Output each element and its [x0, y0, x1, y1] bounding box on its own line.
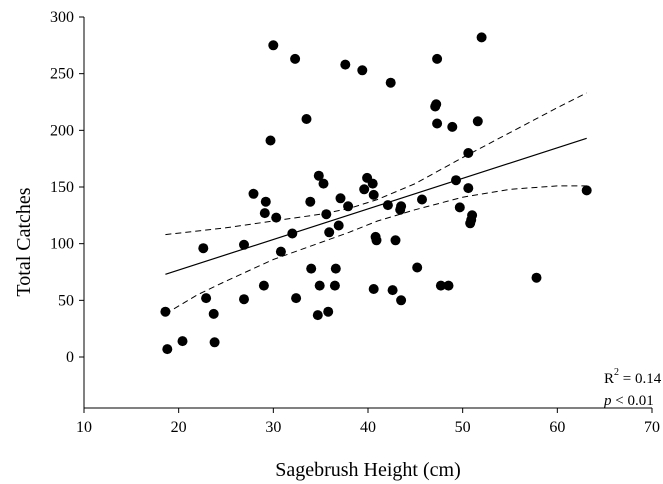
data-point [368, 189, 379, 200]
y-tick-label: 50 [58, 292, 74, 309]
data-point [367, 178, 378, 189]
x-tick-label: 30 [265, 419, 281, 436]
data-point [396, 201, 407, 212]
data-point [463, 183, 474, 194]
data-point [208, 308, 219, 319]
data-point [581, 185, 592, 196]
data-point [248, 188, 259, 199]
x-tick-label: 10 [76, 419, 92, 436]
x-axis-ticks: 10 20 30 40 50 60 70 [76, 408, 660, 436]
data-point [435, 280, 446, 291]
r-squared-annotation: R2 = 0.14 [604, 367, 662, 387]
y-axis-ticks: 0 50 100 150 200 250 300 [50, 9, 84, 366]
upper-confidence-band [165, 92, 587, 236]
data-point [324, 227, 335, 238]
regression-line [165, 137, 587, 275]
y-tick-label: 200 [50, 122, 74, 139]
x-axis-label: Sagebrush Height (cm) [275, 459, 461, 481]
data-point [198, 243, 209, 254]
data-point [382, 200, 393, 211]
x-tick-label: 60 [549, 419, 565, 436]
p-symbol: p [603, 393, 612, 409]
lower-confidence-band [165, 185, 587, 315]
data-point [239, 294, 249, 305]
data-point [329, 280, 340, 291]
y-tick-label: 100 [50, 236, 74, 253]
data-point [368, 284, 379, 294]
data-point [476, 32, 487, 43]
plot-area [160, 32, 592, 355]
svg-text:p < 0.01: p < 0.01 [603, 393, 654, 409]
r2-prefix: R [604, 371, 614, 387]
data-point [305, 196, 316, 207]
data-point [290, 53, 301, 64]
data-point [387, 285, 398, 296]
data-point [447, 121, 458, 132]
data-point [340, 59, 351, 70]
data-point [390, 235, 401, 246]
data-point [258, 280, 269, 291]
data-point [209, 337, 220, 348]
data-point [432, 118, 443, 129]
data-point [275, 246, 286, 257]
data-point [531, 272, 542, 283]
data-point [472, 116, 483, 127]
x-tick-label: 70 [644, 419, 660, 436]
data-point [454, 202, 465, 213]
data-point [359, 184, 370, 195]
data-point [463, 148, 474, 158]
data-point [160, 306, 171, 317]
svg-text:R2 = 0.14: R2 = 0.14 [604, 367, 662, 387]
y-tick-label: 250 [50, 66, 74, 83]
data-point [343, 201, 354, 212]
data-point [333, 220, 344, 231]
data-point [357, 65, 368, 76]
data-point [268, 40, 279, 51]
x-tick-label: 40 [360, 419, 376, 436]
y-tick-label: 0 [66, 349, 74, 366]
data-point [412, 262, 423, 273]
data-point [385, 77, 396, 88]
data-point [451, 175, 461, 186]
p-value: < 0.01 [612, 393, 654, 409]
x-tick-label: 50 [455, 419, 471, 436]
data-point [432, 53, 443, 64]
y-tick-label: 300 [50, 9, 74, 26]
data-point [301, 114, 312, 124]
y-tick-label: 150 [50, 179, 74, 196]
data-point [291, 293, 302, 304]
data-point [265, 135, 276, 146]
data-point [239, 239, 249, 250]
x-tick-label: 20 [171, 419, 187, 436]
data-point [287, 228, 298, 239]
data-point [312, 310, 323, 321]
data-point [260, 196, 271, 207]
data-point [330, 263, 341, 274]
data-point [443, 280, 454, 291]
r2-superscript: 2 [614, 367, 619, 378]
data-point [467, 210, 478, 221]
data-point [371, 235, 382, 246]
data-point [271, 212, 282, 223]
data-point [417, 194, 427, 205]
data-point [431, 99, 442, 110]
data-point [306, 263, 317, 274]
data-point [396, 295, 407, 306]
data-point [177, 336, 188, 347]
data-point [314, 280, 325, 291]
y-axis-label: Total Catches [13, 187, 35, 296]
data-point [323, 306, 334, 317]
data-point [201, 293, 212, 304]
data-point [162, 344, 173, 355]
data-point [321, 209, 332, 220]
data-point [259, 208, 270, 219]
p-value-annotation: p < 0.01 [603, 393, 654, 409]
data-point [335, 193, 346, 204]
data-point [313, 170, 324, 181]
r2-value: = 0.14 [619, 371, 662, 387]
data-point [318, 178, 329, 189]
